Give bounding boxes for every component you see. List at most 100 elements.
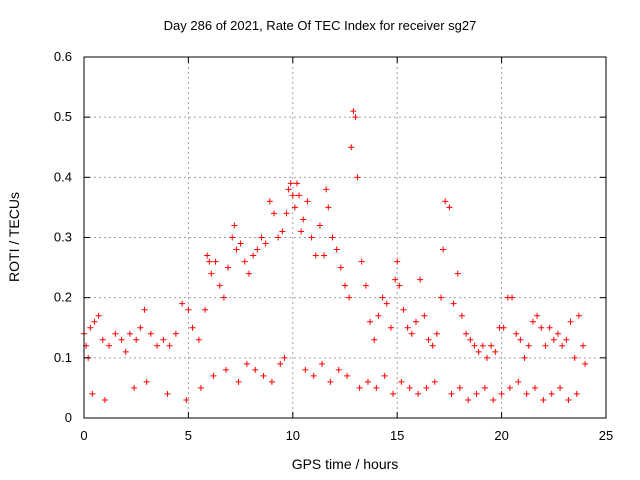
data-point <box>417 276 424 283</box>
data-point <box>475 348 482 355</box>
data-point <box>425 336 432 343</box>
data-point <box>258 234 265 241</box>
data-point <box>509 294 516 301</box>
data-point <box>112 330 119 337</box>
data-point <box>506 384 513 391</box>
data-point <box>133 336 140 343</box>
data-point <box>456 384 463 391</box>
data-point <box>283 210 290 217</box>
data-point <box>285 186 292 193</box>
data-point <box>565 396 572 403</box>
data-point <box>296 192 303 199</box>
y-tick-label: 0.4 <box>54 169 72 184</box>
data-point <box>271 210 278 217</box>
data-point <box>525 342 532 349</box>
data-point <box>279 228 286 235</box>
data-point <box>381 372 388 379</box>
data-point <box>429 342 436 349</box>
data-point <box>392 276 399 283</box>
data-point <box>143 378 150 385</box>
data-point <box>554 330 561 337</box>
data-point <box>582 360 589 367</box>
data-point <box>448 390 455 397</box>
data-point <box>237 240 244 247</box>
data-point <box>241 258 248 265</box>
data-point <box>488 342 495 349</box>
data-point <box>252 366 259 373</box>
data-point <box>122 348 129 355</box>
data-point <box>126 330 133 337</box>
data-point <box>490 396 497 403</box>
data-point <box>179 300 186 307</box>
data-point <box>325 204 332 211</box>
data-point <box>87 324 94 331</box>
data-point <box>550 336 557 343</box>
data-point <box>513 330 520 337</box>
data-point <box>548 390 555 397</box>
data-point <box>517 336 524 343</box>
data-point <box>540 396 547 403</box>
data-point <box>118 336 125 343</box>
data-point <box>375 312 382 319</box>
data-point <box>557 384 564 391</box>
data-point <box>433 330 440 337</box>
x-tick-label: 25 <box>599 428 613 443</box>
data-point <box>300 216 307 223</box>
data-point <box>293 180 300 187</box>
data-point <box>289 192 296 199</box>
data-point <box>197 384 204 391</box>
data-point <box>532 384 539 391</box>
data-point <box>164 390 171 397</box>
data-point <box>364 378 371 385</box>
data-point <box>404 324 411 331</box>
data-point <box>250 252 257 259</box>
data-point <box>287 180 294 187</box>
data-point <box>202 306 209 313</box>
data-point <box>335 366 342 373</box>
data-point <box>275 234 282 241</box>
data-point <box>367 318 374 325</box>
data-point <box>446 204 453 211</box>
data-point <box>302 366 309 373</box>
data-point <box>573 390 580 397</box>
x-tick-label: 5 <box>185 428 192 443</box>
data-point <box>529 318 536 325</box>
data-point <box>222 366 229 373</box>
data-point <box>310 372 317 379</box>
data-point <box>371 336 378 343</box>
data-point <box>471 342 478 349</box>
data-point <box>352 114 359 121</box>
data-point <box>465 396 472 403</box>
data-point <box>463 330 470 337</box>
data-point <box>450 300 457 307</box>
data-point <box>356 384 363 391</box>
data-point <box>521 354 528 361</box>
data-point <box>498 390 505 397</box>
data-point <box>204 252 211 259</box>
data-point <box>329 234 336 241</box>
data-point <box>390 390 397 397</box>
data-point <box>91 318 98 325</box>
data-point <box>291 204 298 211</box>
data-point <box>195 336 202 343</box>
data-point <box>316 222 323 229</box>
data-point <box>342 282 348 289</box>
data-point <box>172 330 179 337</box>
data-point <box>348 144 355 151</box>
data-point <box>337 264 344 271</box>
data-point <box>266 198 273 205</box>
y-tick-label: 0.6 <box>54 49 72 64</box>
data-point <box>225 264 232 271</box>
data-point <box>362 282 369 289</box>
data-point <box>323 186 330 193</box>
data-point <box>454 270 461 277</box>
data-point <box>412 318 419 325</box>
data-point <box>387 324 394 331</box>
data-point <box>394 258 401 265</box>
data-point <box>185 306 192 313</box>
data-point <box>281 354 288 361</box>
data-point <box>243 360 250 367</box>
data-point <box>99 336 106 343</box>
data-point <box>208 270 215 277</box>
